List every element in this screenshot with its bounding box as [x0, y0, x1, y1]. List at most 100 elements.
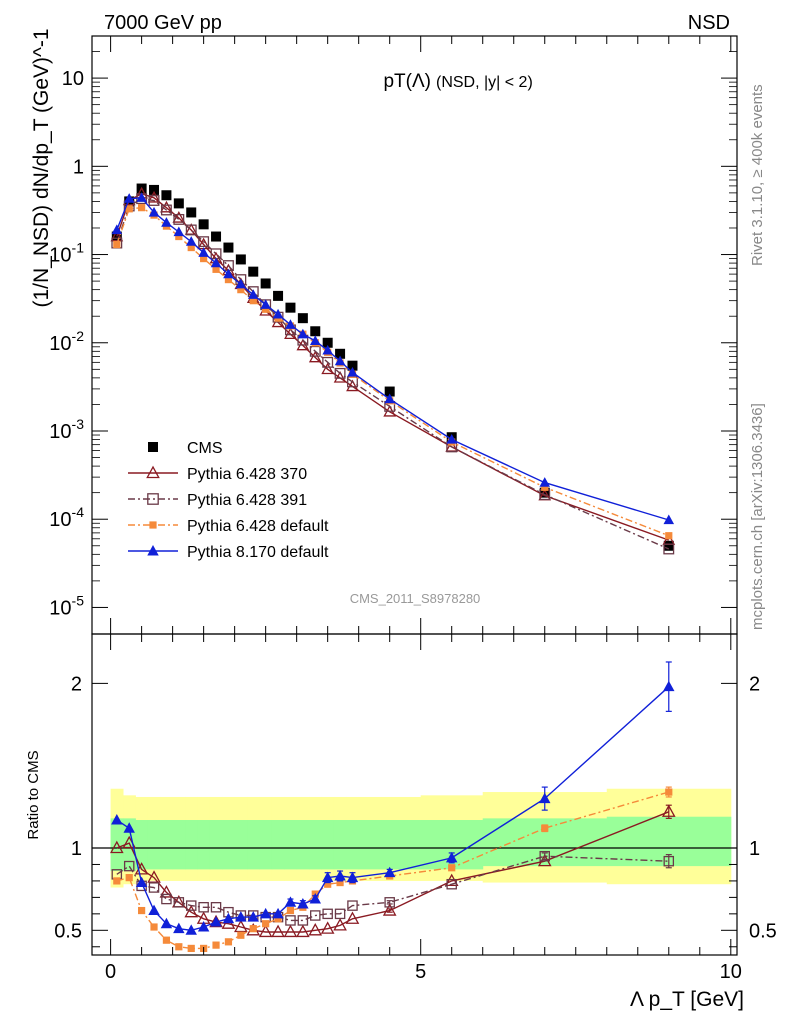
inner-band-segment [247, 820, 260, 870]
point-pythia-8-170-default [309, 335, 321, 346]
ratio-point-pythia-6-428-default [125, 874, 133, 882]
point-cms [248, 266, 259, 277]
inner-band-segment [209, 820, 223, 870]
point-pythia-6-428-default [138, 204, 146, 212]
point-pythia-6-428-370 [147, 190, 161, 203]
ratio-point-pythia-6-428-370 [296, 924, 310, 938]
point-cms [211, 231, 222, 242]
ratio-point-pythia-8-170-default [135, 876, 148, 888]
ratio-point-pythia-6-428-default [162, 936, 171, 944]
ratio-point-pythia-6-428-391 [173, 897, 185, 908]
inner-band-segment [185, 820, 198, 870]
ratio-point-pythia-8-170-default [197, 921, 210, 932]
legend-label: Pythia 8.170 default [187, 544, 329, 561]
point-pythia-6-428-370 [160, 200, 173, 213]
point-cms [322, 337, 333, 348]
ratio-point-pythia-6-428-370 [283, 924, 298, 938]
x-tick-label: 5 [415, 961, 426, 983]
ratio-point-pythia-6-428-391 [123, 860, 135, 872]
ratio-point-pythia-8-170-default [346, 871, 359, 883]
ratio-point-pythia-6-428-391 [539, 850, 550, 862]
energy-label: 7000 GeV pp [104, 12, 222, 34]
point-pythia-6-428-default [262, 305, 270, 313]
x-axis-label: Λ p_T [GeV] [630, 988, 744, 1011]
ratio-point-pythia-8-170-default [247, 911, 259, 922]
point-pythia-8-170-default [347, 367, 358, 377]
legend-marker [147, 493, 159, 505]
legend-label: CMS [187, 440, 223, 457]
point-pythia-6-428-370 [346, 379, 359, 392]
ratio-point-pythia-6-428-default [541, 824, 549, 832]
point-cms [273, 290, 284, 301]
main-y-tick-label: 10-2 [49, 328, 84, 355]
ratio-point-pythia-6-428-370 [320, 921, 335, 934]
point-pythia-6-428-default [249, 297, 257, 305]
point-pythia-6-428-391 [160, 204, 172, 216]
point-pythia-8-170-default [161, 217, 172, 227]
point-cms [347, 360, 358, 371]
point-pythia-8-170-default [446, 434, 457, 444]
inner-band-segment [222, 820, 236, 870]
main-y-tick-label: 1 [73, 156, 84, 178]
inner-band-segment [135, 820, 149, 870]
point-cms [223, 242, 234, 253]
ratio-point-pythia-6-428-391 [198, 902, 209, 913]
ratio-line-pythia-6-428-391 [116, 855, 669, 922]
ratio-line-pythia-8-170-default [116, 686, 670, 932]
legend-item-pythia-6-428-391: Pythia 6.428 391 [128, 492, 307, 509]
main-subtitle: (NSD, |y| < 2) [436, 74, 533, 91]
legend: CMS Pythia 6.428 370 Pythia 6.428 391 Pythi… [128, 440, 329, 561]
ratio-point-pythia-8-170-default [297, 897, 309, 909]
legend-marker [147, 545, 159, 556]
main-y-tick-label: 10-3 [49, 416, 84, 443]
point-cms [539, 487, 550, 498]
legend-item-cms: CMS [148, 440, 223, 457]
ratio-y-tick-label: 2 [71, 673, 82, 695]
inner-band-segment [284, 820, 298, 870]
ratio-point-pythia-8-170-default [185, 924, 197, 935]
point-cms [198, 219, 209, 230]
ratio-point-pythia-6-428-default [448, 864, 456, 872]
legend-label: Pythia 6.428 391 [187, 492, 307, 509]
ratio-point-pythia-6-428-391 [297, 915, 309, 926]
point-pythia-6-428-391 [198, 236, 210, 248]
point-pythia-8-170-default [322, 344, 333, 355]
ratio-point-pythia-6-428-default [665, 788, 673, 796]
series-pythia-6-428-default [113, 204, 673, 540]
ratio-point-pythia-6-428-default [113, 877, 121, 885]
legend-item-pythia-8-170-default: Pythia 8.170 default [128, 544, 329, 561]
point-cms [663, 540, 674, 551]
main-y-tick-label: 10-5 [49, 592, 84, 619]
ratio-panel: 0.5 0.5 1 1 2 2 0 5 10 Ratio to CMS Λ p_T [GeV] [25, 633, 777, 1011]
x-tick-label: 10 [720, 961, 742, 983]
inner-band-segment [259, 820, 273, 870]
inner-band-segment [110, 818, 124, 872]
point-pythia-6-428-default [665, 532, 673, 540]
legend-label: Pythia 6.428 370 [187, 466, 307, 483]
ratio-frame [91, 633, 738, 956]
point-pythia-6-428-391 [663, 543, 675, 555]
ratio-point-pythia-6-428-391 [285, 915, 296, 926]
inner-band-segment [147, 820, 161, 870]
inner-band-segment [321, 820, 335, 870]
point-pythia-8-170-default [260, 299, 271, 309]
ratio-y-tick-label-right: 0.5 [749, 920, 777, 942]
ratio-point-pythia-6-428-default [175, 943, 183, 951]
ratio-point-pythia-6-428-default [274, 915, 282, 923]
main-panel: 10-5 10-4 10-3 10-2 10-1 1 10 pT(Λ) (NSD, |y| … [30, 28, 738, 635]
ratio-point-pythia-6-428-370 [159, 885, 174, 898]
inner-band-segment [234, 820, 248, 870]
point-cms [186, 207, 197, 218]
point-pythia-6-428-default [187, 243, 195, 252]
ratio-point-pythia-6-428-391 [663, 855, 675, 867]
point-cms [173, 198, 184, 209]
point-pythia-6-428-default [212, 265, 220, 273]
ratio-point-pythia-6-428-default [224, 938, 233, 946]
main-y-tick-label: 10 [62, 68, 84, 90]
point-pythia-8-170-default [136, 192, 147, 202]
svg-text:(1/N_NSD) dN/dp_T (GeV)^-1: (1/N_NSD) dN/dp_T (GeV)^-1 [30, 28, 53, 307]
point-pythia-6-428-370 [308, 350, 322, 363]
ratio-point-pythia-8-170-default [321, 871, 334, 883]
ratio-point-pythia-6-428-default [324, 880, 332, 888]
analysis-id-label: CMS_2011_S8978280 [350, 591, 481, 606]
